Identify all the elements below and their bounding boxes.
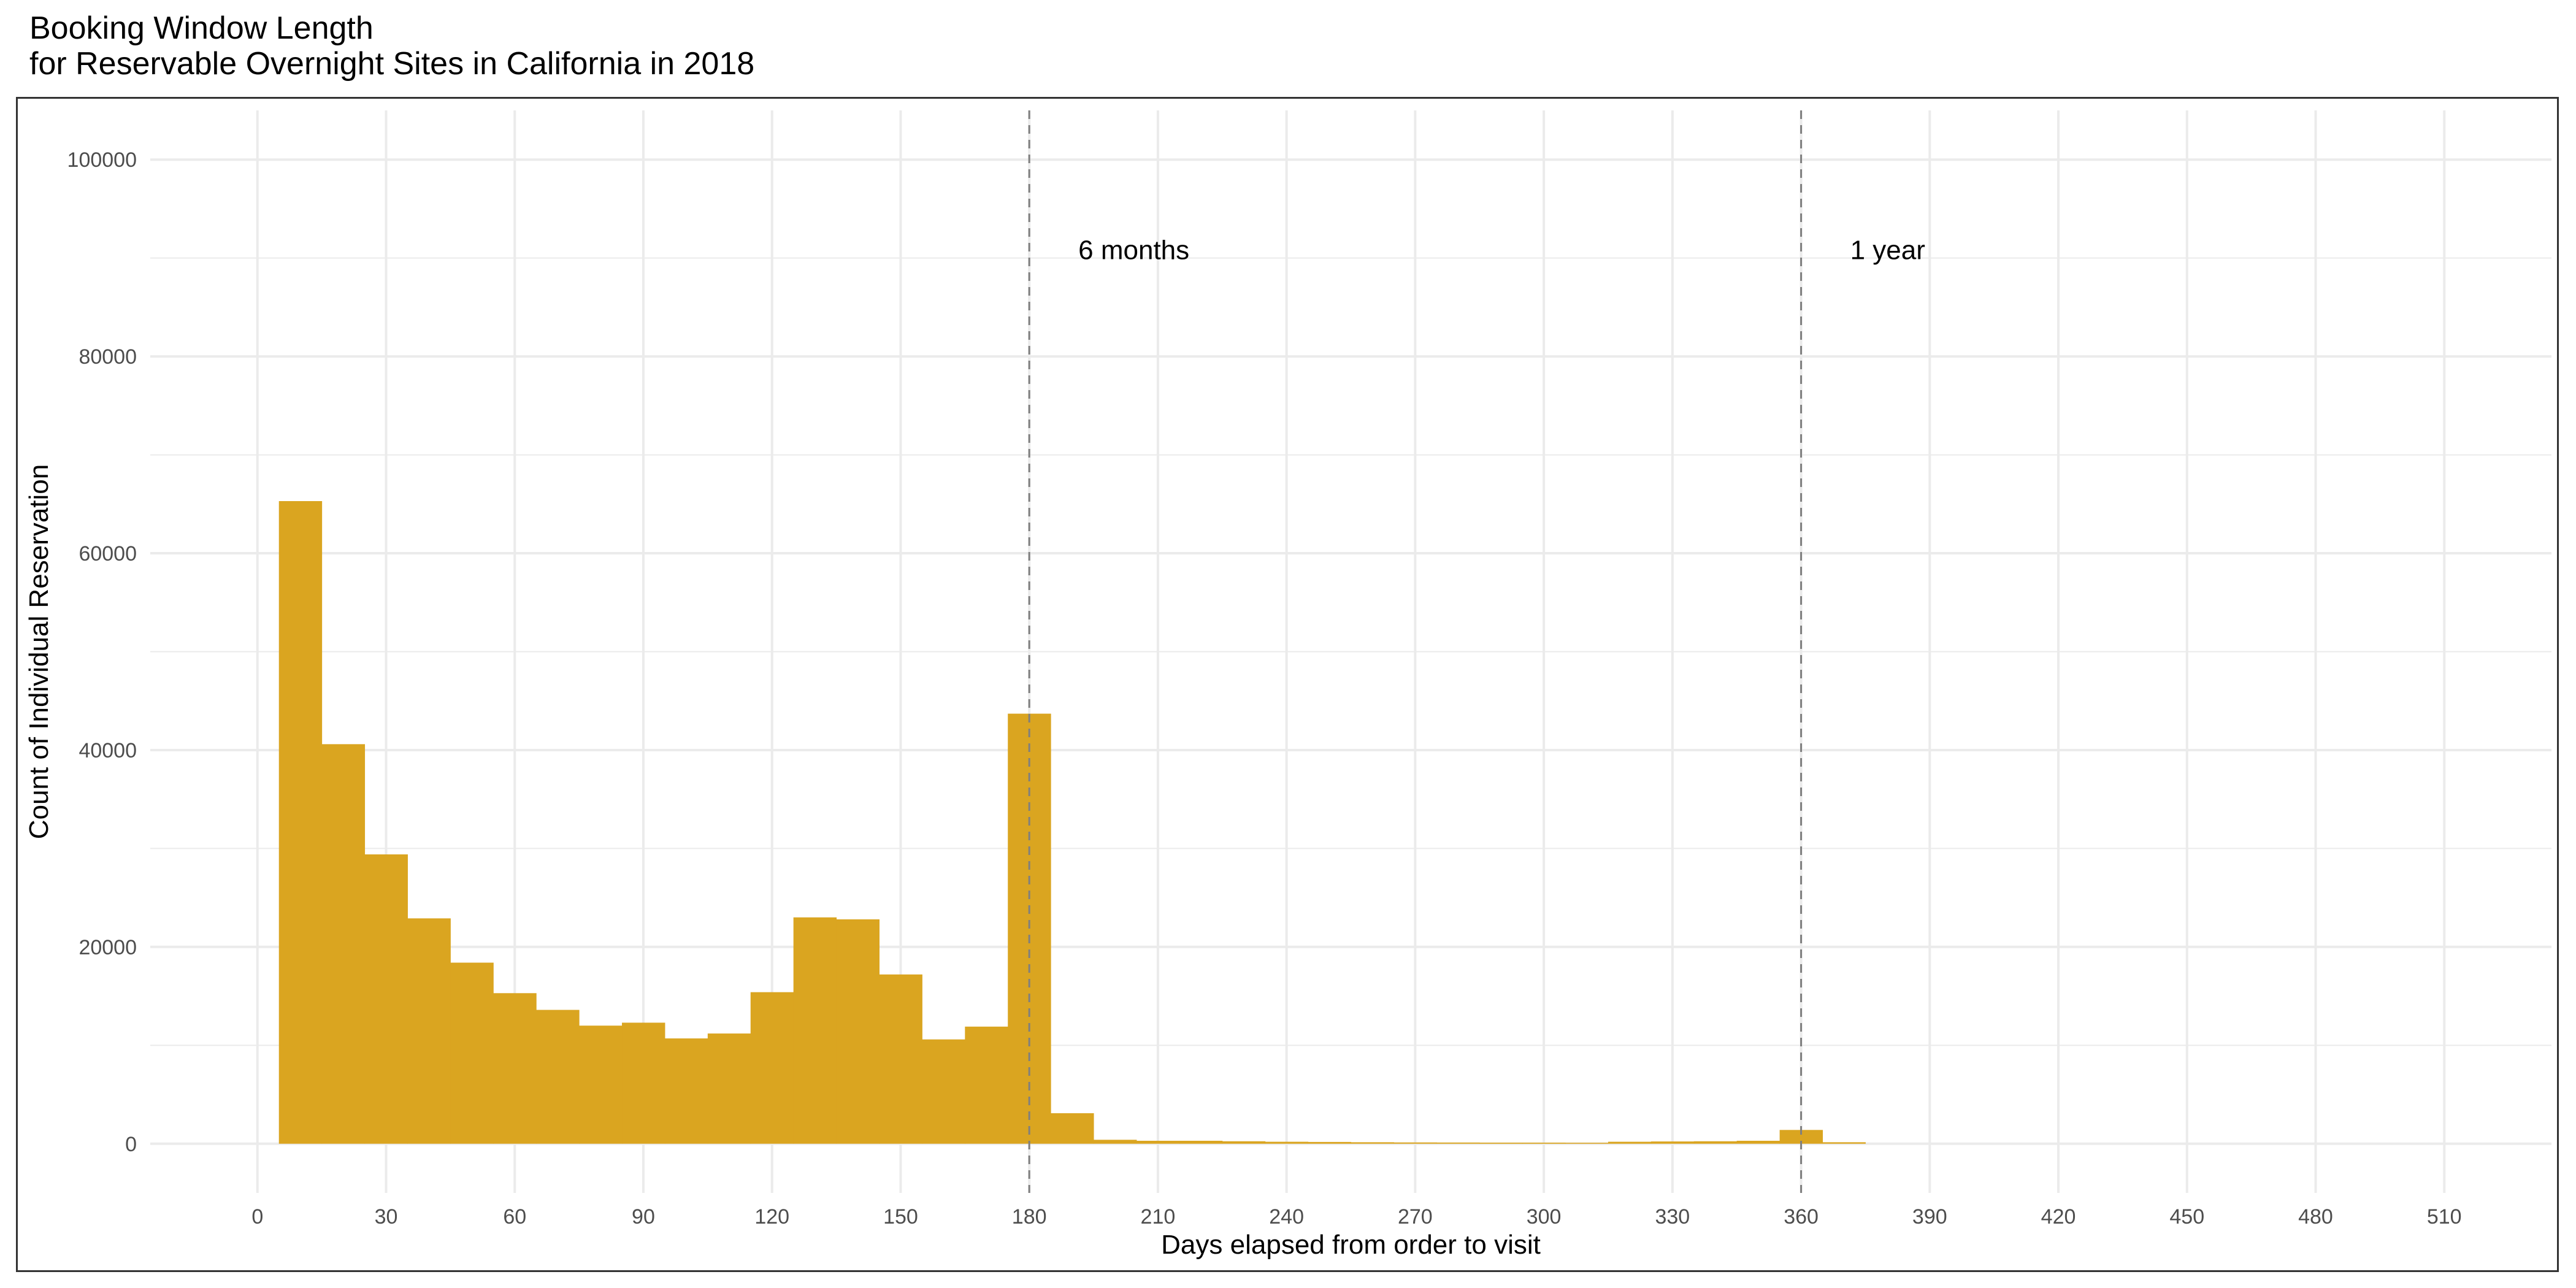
- histogram-bar: [664, 1038, 708, 1144]
- x-tick-label: 360: [1784, 1205, 1819, 1229]
- histogram-bar: [1565, 1143, 1609, 1144]
- x-tick-label: 240: [1269, 1205, 1304, 1229]
- histogram-bar: [493, 993, 537, 1144]
- histogram-bar: [750, 992, 794, 1144]
- x-tick-label: 450: [2169, 1205, 2204, 1229]
- histogram-bar: [1179, 1140, 1223, 1144]
- y-tick-label: 0: [125, 1133, 137, 1156]
- histogram-bar: [622, 1022, 665, 1144]
- x-tick-label: 210: [1141, 1205, 1176, 1229]
- y-tick-label: 80000: [79, 345, 137, 369]
- y-axis-title: Count of Individual Reservation: [24, 464, 54, 839]
- x-tick-label: 60: [503, 1205, 526, 1229]
- y-tick-label: 60000: [79, 542, 137, 565]
- y-tick-label: 100000: [67, 148, 137, 172]
- histogram-bar: [1222, 1141, 1266, 1144]
- x-tick-label: 150: [883, 1205, 918, 1229]
- reference-line-label: 6 months: [1078, 236, 1189, 266]
- x-axis-title: Days elapsed from order to visit: [1161, 1230, 1541, 1260]
- plot-border: [16, 97, 2559, 1272]
- histogram-bar: [1779, 1130, 1823, 1144]
- histogram-bar: [450, 962, 494, 1144]
- chart-title: Booking Window Length: [29, 10, 374, 46]
- histogram-bar: [793, 917, 837, 1144]
- histogram-bar: [1393, 1142, 1437, 1144]
- x-tick-label: 480: [2298, 1205, 2333, 1229]
- histogram-bar: [1736, 1140, 1781, 1144]
- x-tick-label: 180: [1012, 1205, 1047, 1229]
- histogram-bar: [364, 854, 408, 1144]
- histogram-bar: [1308, 1141, 1351, 1144]
- x-tick-label: 90: [632, 1205, 655, 1229]
- x-tick-label: 0: [251, 1205, 263, 1229]
- histogram-bar: [407, 918, 451, 1144]
- histogram-bar: [879, 974, 922, 1144]
- histogram-bar: [321, 744, 366, 1144]
- histogram-bar: [278, 501, 323, 1144]
- x-tick-label: 120: [754, 1205, 789, 1229]
- x-tick-label: 510: [2427, 1205, 2462, 1229]
- histogram-bar: [836, 919, 880, 1144]
- histogram-bar: [965, 1026, 1008, 1144]
- x-tick-label: 30: [375, 1205, 398, 1229]
- histogram-bar: [1693, 1141, 1738, 1144]
- x-tick-label: 420: [2041, 1205, 2076, 1229]
- histogram-bar: [1094, 1140, 1137, 1144]
- reference-line-label: 1 year: [1850, 236, 1925, 266]
- histogram-bar: [579, 1025, 623, 1144]
- histogram-bar: [1436, 1142, 1480, 1144]
- x-tick-label: 330: [1655, 1205, 1690, 1229]
- y-tick-label: 40000: [79, 739, 137, 762]
- histogram-bar: [922, 1039, 965, 1144]
- histogram-bar: [1608, 1141, 1652, 1144]
- histogram-bar: [1522, 1143, 1566, 1144]
- histogram-bar: [1265, 1141, 1309, 1144]
- histogram-bar: [1051, 1113, 1094, 1144]
- histogram-bar: [707, 1033, 751, 1144]
- histogram-bar: [1136, 1140, 1180, 1144]
- chart-subtitle: for Reservable Overnight Sites in Califo…: [29, 46, 755, 82]
- x-tick-label: 300: [1527, 1205, 1562, 1229]
- x-tick-label: 270: [1398, 1205, 1433, 1229]
- histogram-bar: [1822, 1142, 1866, 1144]
- histogram-bar: [1479, 1143, 1523, 1144]
- histogram-bar: [536, 1010, 580, 1144]
- histogram-bar: [1650, 1141, 1695, 1144]
- histogram-bar: [1351, 1142, 1394, 1144]
- x-tick-label: 390: [1912, 1205, 1947, 1229]
- y-tick-label: 20000: [79, 936, 137, 959]
